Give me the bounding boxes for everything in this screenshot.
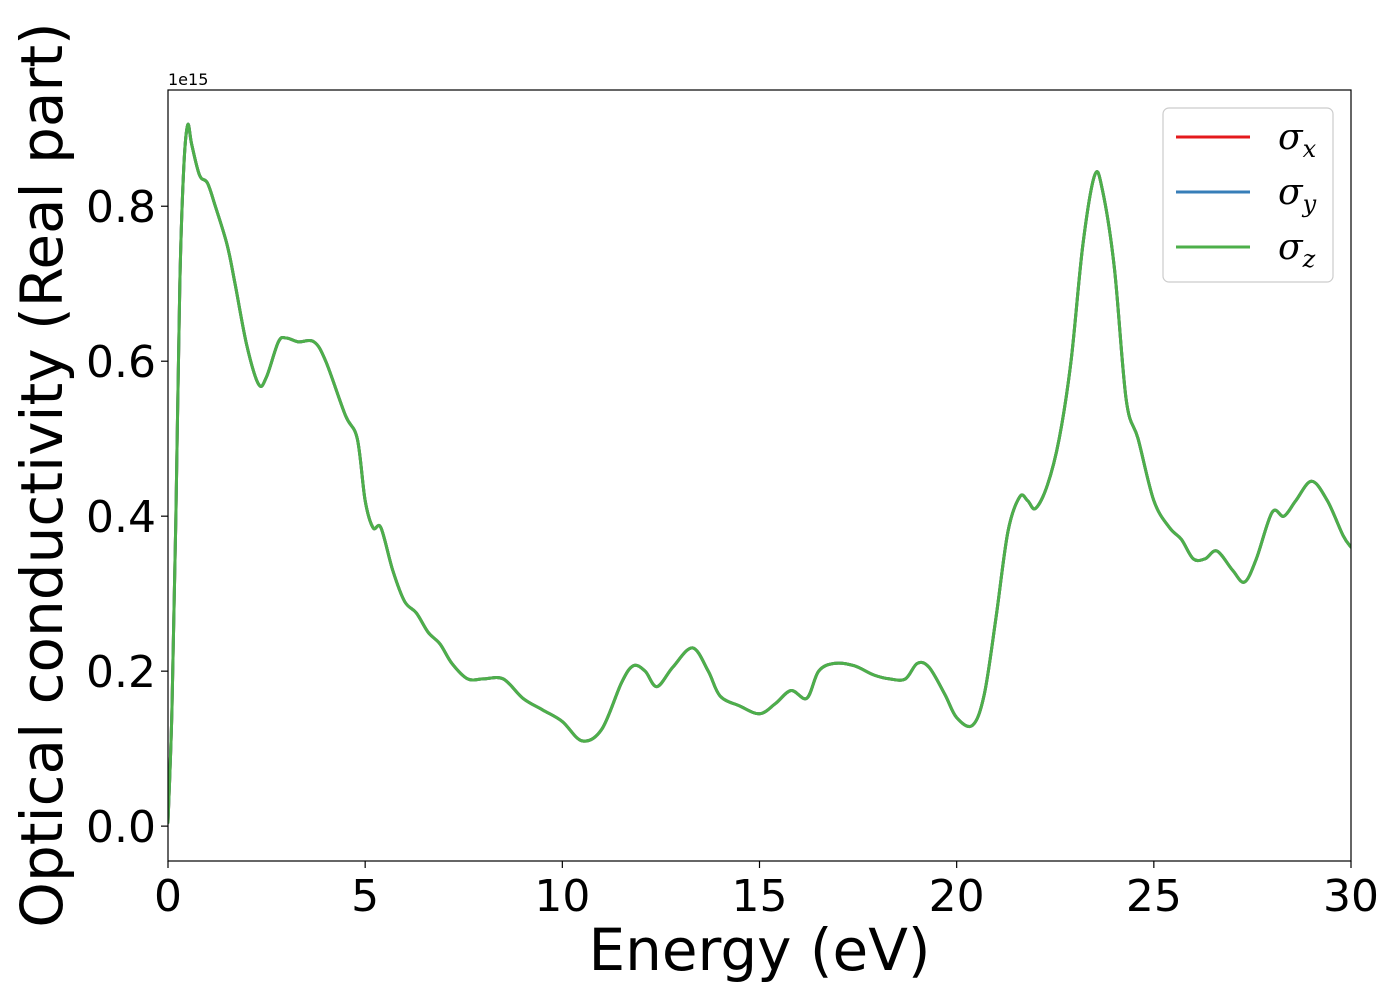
- y-tick-label: 0.8: [86, 182, 156, 233]
- y-tick-label: 0.6: [86, 337, 156, 388]
- y-tick-label: 0.2: [86, 647, 156, 698]
- y-axis-ticks: 0.0 0.2 0.4 0.6 0.8: [86, 182, 168, 853]
- legend: σx σy σz: [1162, 107, 1334, 283]
- y-axis-title: Optical conductivity (Real part): [8, 22, 76, 927]
- x-tick-label: 10: [534, 871, 590, 922]
- x-tick-label: 20: [929, 871, 985, 922]
- legend-label-x: σx: [1278, 117, 1317, 163]
- y-tick-label: 0.4: [86, 492, 156, 543]
- x-axis-title: Energy (eV): [588, 916, 930, 984]
- x-tick-label: 0: [154, 871, 182, 922]
- y-offset-label: 1e15: [168, 70, 208, 89]
- series-layer: [168, 122, 1351, 824]
- x-tick-label: 15: [732, 871, 788, 922]
- x-tick-label: 25: [1126, 871, 1182, 922]
- legend-label-z: σz: [1278, 227, 1316, 273]
- x-axis-ticks: 0 5 10 15 20 25 30: [154, 861, 1379, 922]
- x-tick-label: 30: [1323, 871, 1379, 922]
- series-line-z: [168, 122, 1351, 824]
- legend-label-y: σy: [1278, 172, 1317, 218]
- y-tick-label: 0.0: [86, 802, 156, 853]
- x-tick-label: 5: [351, 871, 379, 922]
- legend-box: [1162, 107, 1334, 283]
